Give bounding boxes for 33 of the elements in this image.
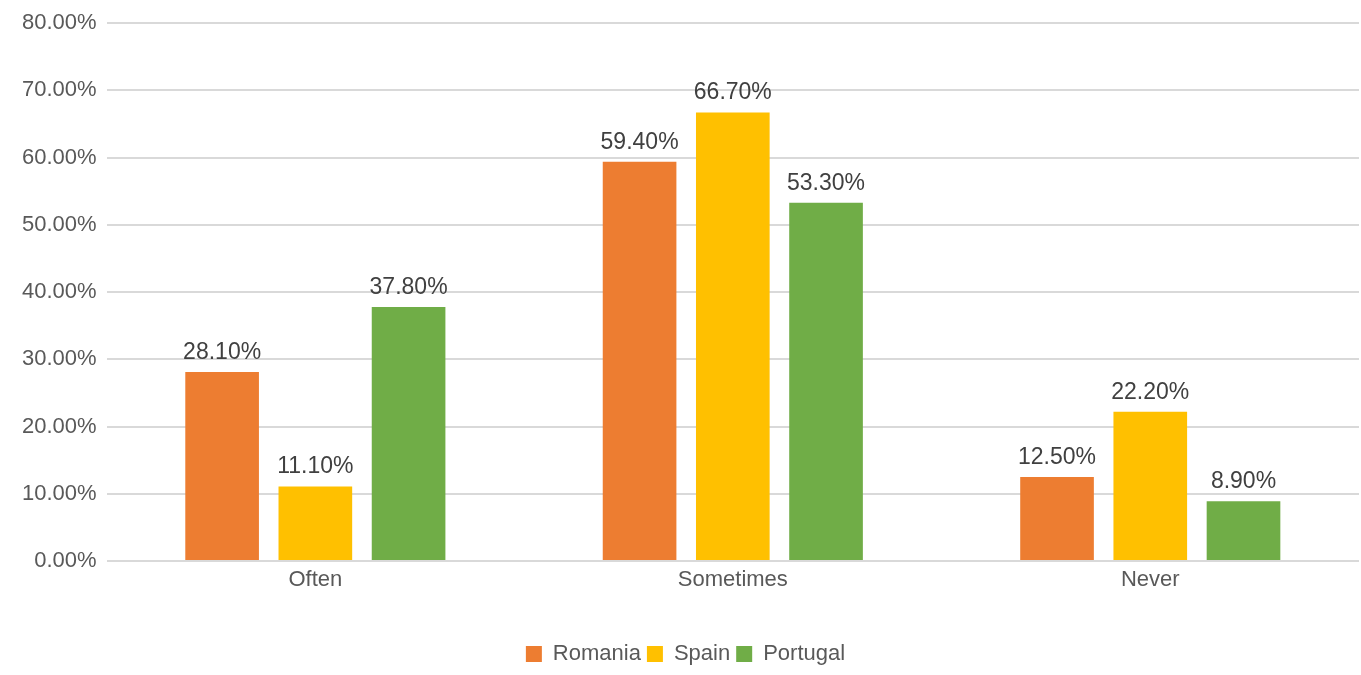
data-label: 53.30% (787, 168, 866, 195)
data-label: 12.50% (1018, 442, 1097, 469)
y-tick-label: 20.00% (21, 412, 97, 438)
y-tick-label: 30.00% (21, 345, 97, 371)
x-tick-label: Sometimes (677, 566, 788, 592)
data-label: 22.20% (1111, 377, 1190, 404)
x-tick-label: Often (288, 566, 343, 592)
y-tick-label: 80.00% (21, 9, 97, 35)
y-tick-label: 60.00% (21, 143, 97, 169)
data-label: 59.40% (600, 127, 679, 154)
y-tick-label: 70.00% (21, 76, 97, 102)
x-tick-label: Never (1120, 566, 1180, 592)
bar (1206, 501, 1281, 560)
bar (1113, 411, 1188, 560)
legend-label: Portugal (763, 640, 846, 666)
y-tick-label: 50.00% (21, 210, 97, 236)
legend-label: Romania (552, 640, 642, 666)
data-label: 8.90% (1210, 467, 1277, 494)
bar (695, 112, 770, 560)
y-tick-label: 40.00% (21, 278, 97, 304)
bar (278, 486, 353, 560)
bar (789, 202, 863, 560)
bar (602, 161, 677, 560)
legend-label: Spain (673, 640, 731, 666)
y-tick-label: 0.00% (34, 547, 97, 573)
data-label: 28.10% (183, 337, 262, 364)
data-label: 11.10% (277, 452, 354, 479)
bar (371, 306, 446, 560)
y-tick-label: 10.00% (21, 479, 97, 505)
bar (1020, 476, 1094, 560)
data-label: 37.80% (369, 272, 448, 299)
data-label: 66.70% (693, 78, 772, 105)
bar (185, 372, 259, 560)
